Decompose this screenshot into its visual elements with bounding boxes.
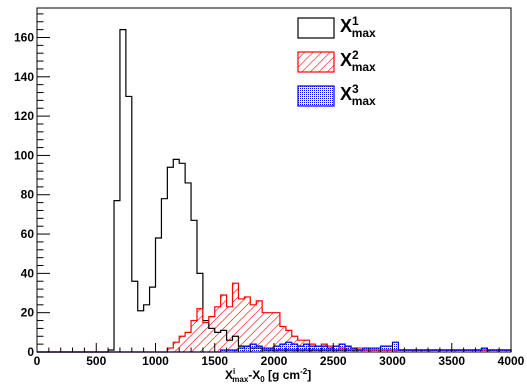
x-tick-label: 500 — [86, 354, 106, 368]
y-tick-label: 160 — [14, 30, 34, 44]
legend-label-3: X3 max — [340, 82, 376, 108]
y-tick-label: 0 — [27, 345, 34, 359]
x-tick-label: 4000 — [498, 354, 525, 368]
x-tick-label: 3000 — [379, 354, 406, 368]
x-axis-title: Xi max-X0 [g cm-2] — [225, 367, 311, 384]
x-tick-label: 2000 — [261, 354, 288, 368]
y-tick-label: 40 — [21, 266, 35, 280]
y-tick-label: 120 — [14, 109, 34, 123]
series-1-outline — [37, 29, 512, 353]
x-tick-label: 1000 — [142, 354, 169, 368]
plot-frame — [36, 7, 512, 353]
legend-swatch-3 — [297, 85, 335, 107]
legend-label-2: X2 max — [340, 48, 376, 74]
series-2-fill — [167, 283, 511, 352]
series-3-outline — [37, 341, 512, 353]
y-tick-label: 80 — [21, 188, 35, 202]
y-tick-label: 20 — [21, 306, 35, 320]
legend: X1 max X2 max X3 max — [297, 14, 376, 108]
y-tick-label: 60 — [21, 227, 35, 241]
x-tick-label: 1500 — [201, 354, 228, 368]
x-tick-label: 3500 — [438, 354, 465, 368]
y-tick-label: 140 — [14, 70, 34, 84]
y-tick-label: 100 — [14, 148, 34, 162]
legend-swatch-1 — [297, 17, 335, 39]
x-tick-label: 2500 — [320, 354, 347, 368]
legend-label-1: X1 max — [340, 14, 376, 40]
legend-swatch-2 — [297, 51, 335, 73]
x-tick-label: 0 — [34, 354, 41, 368]
